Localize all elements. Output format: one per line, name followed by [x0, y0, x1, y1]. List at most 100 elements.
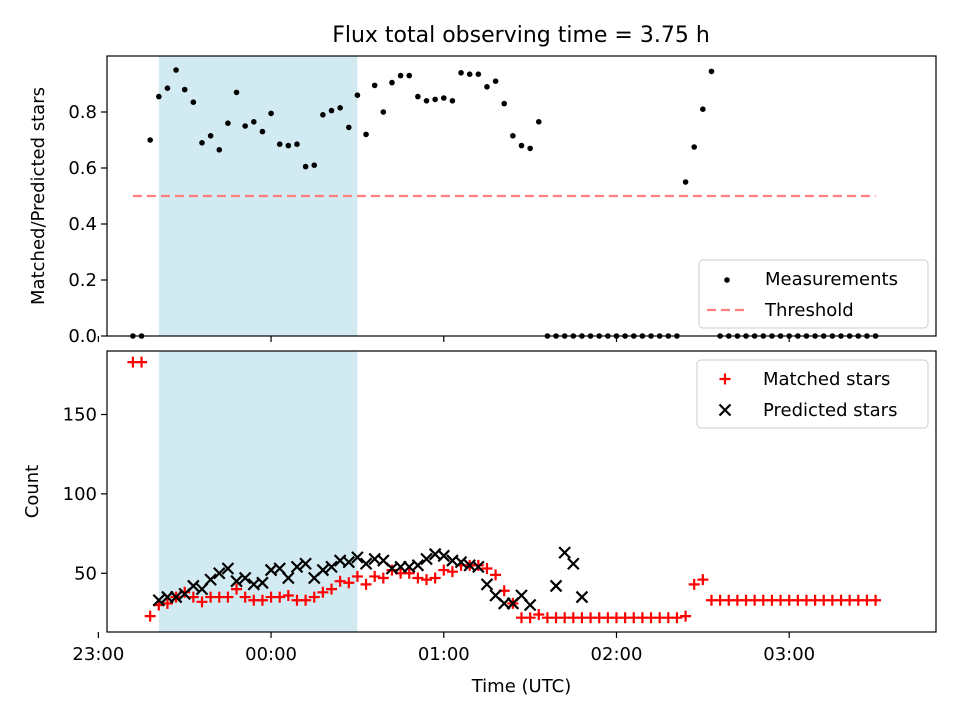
- predicted-star-point: [359, 557, 373, 571]
- legend-predicted-marker: [718, 403, 732, 417]
- measurement-point: [285, 142, 292, 149]
- matched-star-point: [300, 594, 312, 606]
- legend-label: Measurements: [765, 269, 898, 290]
- measurement-point: [251, 119, 257, 125]
- measurement-point: [458, 70, 464, 76]
- measurement-point: [449, 98, 456, 104]
- measurement-point: [535, 119, 542, 125]
- legend-label: Predicted stars: [763, 400, 897, 421]
- measurement-point: [354, 92, 361, 98]
- matched-star-point: [239, 591, 251, 603]
- predicted-star-point: [480, 578, 494, 591]
- predicted-star-point: [187, 579, 200, 593]
- measurement-point: [190, 99, 197, 105]
- measurement-point: [501, 100, 508, 107]
- matched-star-point: [161, 597, 173, 609]
- matched-star-point: [429, 572, 441, 584]
- measurement-point: [415, 93, 421, 100]
- measurement-point: [242, 123, 248, 129]
- measurement-point: [311, 162, 318, 168]
- measurement-point: [423, 98, 430, 104]
- matched-star-point: [446, 566, 458, 578]
- measurement-point: [259, 128, 266, 135]
- measurement-point: [328, 107, 335, 114]
- y-tick-label: 100: [63, 484, 97, 505]
- predicted-star-point: [351, 551, 364, 564]
- measurement-point: [466, 71, 473, 77]
- y-tick-label: 0.2: [68, 270, 97, 291]
- x-tick-label: 01:00: [418, 644, 470, 665]
- predicted-star-point: [204, 573, 217, 586]
- predicted-star-point: [212, 566, 226, 580]
- y-tick-label: 0.6: [68, 158, 97, 179]
- matched-star-point: [688, 578, 700, 590]
- predicted-star-point: [152, 593, 166, 607]
- axes-frame: [106, 55, 937, 337]
- matched-star-point: [343, 577, 355, 589]
- matched-star-point: [369, 570, 381, 582]
- predicted-star-point: [549, 579, 563, 593]
- matched-star-point: [680, 610, 692, 622]
- legend-label: Threshold: [764, 300, 854, 321]
- matched-star-point: [697, 574, 709, 586]
- measurement-point: [147, 137, 153, 143]
- predicted-star-point: [221, 562, 235, 575]
- x-tick-label: 23:00: [72, 644, 124, 665]
- matched-star-point: [377, 572, 389, 584]
- chart-title: Flux total observing time = 3.75 h: [332, 23, 710, 48]
- measurement-point: [345, 124, 352, 131]
- measurement-point: [363, 131, 369, 138]
- measurement-point: [389, 79, 395, 86]
- measurement-point: [181, 86, 188, 93]
- predicted-star-point: [325, 560, 338, 574]
- x-tick-label: 00:00: [245, 644, 297, 665]
- measurement-point: [225, 120, 231, 126]
- measurement-point: [164, 85, 171, 91]
- y-tick-label: 0.8: [68, 102, 97, 123]
- matched-star-point: [524, 612, 536, 624]
- predicted-star-point: [420, 552, 433, 566]
- measurement-point: [156, 93, 162, 100]
- measurement-point: [268, 110, 274, 117]
- matched-star-point: [490, 569, 502, 581]
- predicted-star-point: [567, 557, 580, 571]
- predicted-star-point: [411, 559, 425, 572]
- measurement-point: [302, 163, 309, 170]
- measurement-point: [510, 133, 516, 139]
- y-tick-label: 150: [63, 405, 97, 426]
- matched-star-point: [412, 572, 424, 584]
- measurement-point: [207, 133, 214, 139]
- bottom-panel: 5010015021:0022:0023:0000:0001:0002:0003…: [22, 350, 937, 697]
- measurement-point: [518, 142, 525, 149]
- predicted-star-point: [238, 571, 252, 585]
- matched-star-point: [196, 596, 208, 608]
- matched-star-point: [438, 564, 450, 576]
- matched-star-point: [403, 567, 415, 579]
- predicted-star-point: [169, 590, 183, 604]
- measurement-point: [380, 109, 387, 115]
- matched-star-point: [351, 570, 363, 582]
- predicted-star-point: [230, 574, 243, 588]
- matched-star-point: [222, 591, 234, 603]
- measurement-point: [406, 72, 413, 79]
- measurement-point: [294, 141, 300, 147]
- measurement-point: [397, 72, 404, 79]
- matched-star-point: [231, 583, 243, 595]
- predicted-star-point: [316, 563, 330, 577]
- measurement-point: [691, 144, 698, 150]
- matched-star-point: [144, 610, 156, 622]
- predicted-star-point: [282, 571, 295, 585]
- measurement-point: [337, 105, 343, 111]
- matched-star-point: [274, 591, 286, 603]
- y-axis-label: Count: [22, 465, 43, 518]
- y-tick-label: 50: [74, 563, 97, 584]
- top-panel: 0.0 0.2 0.4 0.6 0.8 Matched/Predicted stars Me…: [28, 55, 937, 347]
- y-tick-label: 0.4: [68, 214, 97, 235]
- legend-matched-marker: [719, 373, 731, 385]
- matched-star-point: [308, 591, 320, 603]
- matched-star-point: [386, 564, 398, 576]
- matched-star-point: [256, 594, 268, 606]
- observing-window-span: [158, 56, 358, 336]
- axes-frame: [106, 350, 937, 633]
